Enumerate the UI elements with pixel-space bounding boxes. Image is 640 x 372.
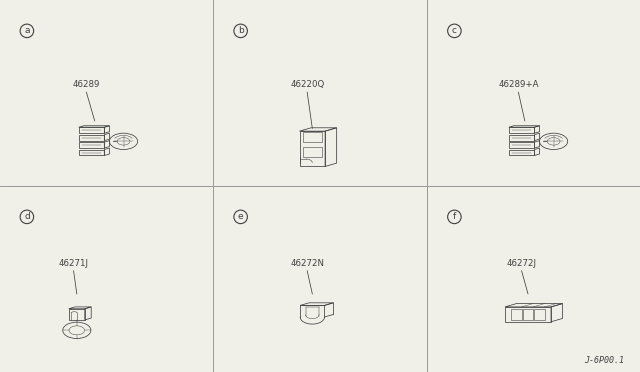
Text: 46271J: 46271J [59, 259, 88, 268]
Text: 46272J: 46272J [507, 259, 536, 268]
Text: 46289+A: 46289+A [498, 80, 539, 89]
Text: d: d [24, 212, 29, 221]
Text: c: c [452, 26, 457, 35]
Text: J-6P00.1: J-6P00.1 [584, 356, 624, 365]
Text: b: b [238, 26, 243, 35]
Text: 46220Q: 46220Q [290, 80, 324, 89]
Text: f: f [452, 212, 456, 221]
Text: a: a [24, 26, 29, 35]
Text: 46272N: 46272N [290, 259, 324, 268]
Text: e: e [238, 212, 243, 221]
Text: 46289: 46289 [73, 80, 100, 89]
